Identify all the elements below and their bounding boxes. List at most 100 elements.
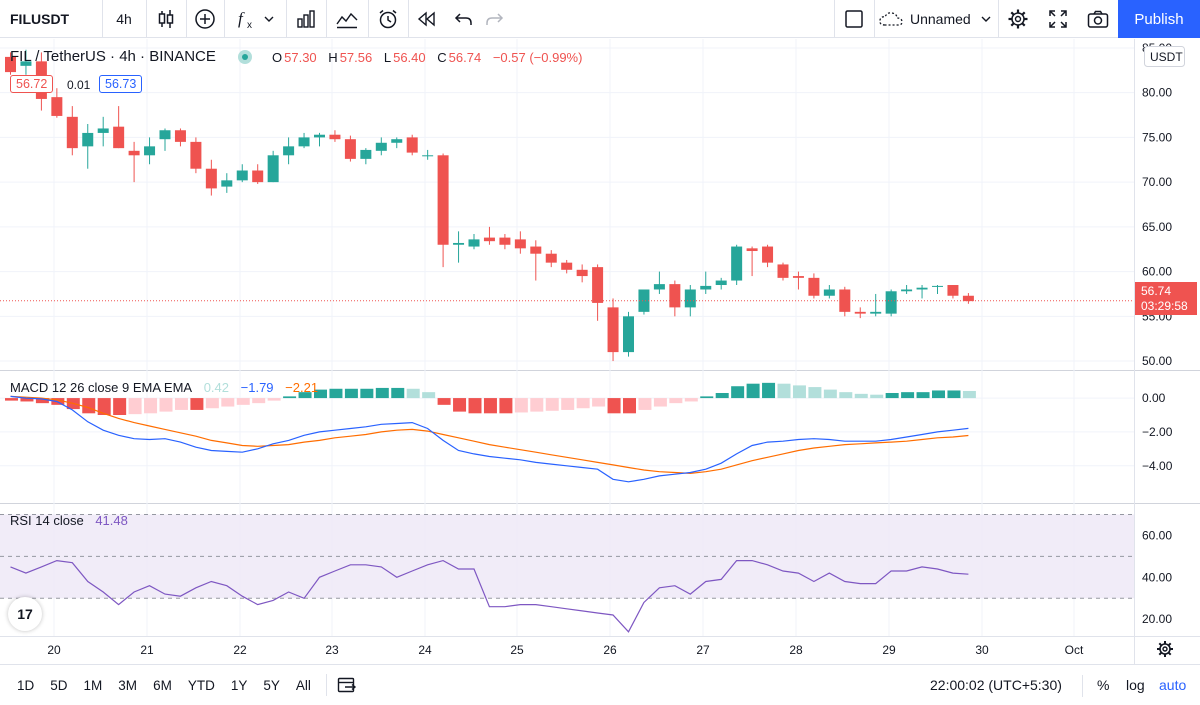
auto-scale-button[interactable]: auto: [1159, 677, 1187, 693]
macd-hist-bar: [592, 398, 606, 407]
candle-body: [437, 155, 449, 245]
macd-lines: [10, 395, 969, 483]
macd-hist-bar: [885, 393, 899, 399]
toolbar-divider: [408, 0, 409, 38]
rsi-legend[interactable]: RSI 14 close 41.48: [10, 513, 130, 528]
candle-body: [700, 285, 712, 290]
range-all-button[interactable]: All: [295, 677, 311, 693]
candle-body: [5, 56, 16, 73]
candle-body: [530, 246, 542, 254]
range-6m-button[interactable]: 6M: [153, 677, 172, 693]
spread-value: 0.01: [67, 78, 91, 92]
macd-hist-bar: [97, 398, 111, 415]
macd-hist-bar: [298, 392, 312, 399]
macd-hist-bar: [437, 398, 451, 405]
chevron-down-icon: [264, 16, 274, 22]
camera-icon[interactable]: [1080, 0, 1116, 38]
price-axis-label: 60.00: [1142, 265, 1172, 279]
undo-icon[interactable]: [448, 0, 480, 38]
interval-button[interactable]: 4h: [116, 11, 132, 27]
range-1y-button[interactable]: 1Y: [230, 677, 248, 693]
candle-body: [391, 139, 403, 143]
macd-hist-bar: [545, 398, 559, 411]
replay-icon[interactable]: [410, 0, 444, 38]
chart-settings-icon[interactable]: [1157, 641, 1173, 657]
macd-hist-bar: [314, 389, 327, 399]
time-axis-label: 27: [696, 643, 710, 657]
macd-hist-bar: [468, 398, 482, 414]
currency-button[interactable]: [1144, 46, 1185, 67]
symbol-title[interactable]: FIL / TetherUS · 4h · BINANCE: [10, 48, 216, 65]
open-label: O: [272, 50, 283, 65]
candle-body: [854, 311, 866, 314]
candle-body: [20, 61, 32, 66]
macd-hist-bar: [823, 389, 837, 399]
candle-body: [298, 137, 310, 147]
macd-legend[interactable]: MACD 12 26 close 9 EMA EMA 0.42 −1.79 −2…: [10, 380, 320, 395]
toolbar-divider: [874, 0, 875, 38]
timezone-button[interactable]: 22:00:02 (UTC+5:30): [930, 677, 1062, 693]
candle-body: [329, 134, 341, 140]
candle-body: [236, 170, 248, 181]
candle-body: [777, 264, 789, 278]
macd-hist-bar: [514, 398, 528, 413]
macd-hist-value: 0.42: [203, 380, 230, 395]
candle-body: [221, 180, 233, 187]
market-status-icon[interactable]: [238, 50, 252, 64]
macd-hist-bar: [236, 398, 250, 405]
rsi-axis-label: 20.00: [1142, 612, 1172, 626]
layout-select-icon[interactable]: [836, 0, 872, 38]
rsi-title: RSI 14 close: [10, 513, 84, 528]
currency-label: USDT: [1150, 50, 1183, 64]
publish-button[interactable]: Publish: [1118, 0, 1200, 38]
alert-icon[interactable]: [370, 0, 406, 38]
macd-hist-bar: [82, 398, 96, 414]
range-5d-button[interactable]: 5D: [50, 677, 68, 693]
settings-gear-icon[interactable]: [1000, 0, 1036, 38]
macd-hist-bar: [360, 388, 374, 399]
sell-price-button[interactable]: 56.72: [10, 75, 54, 93]
tradingview-logo[interactable]: 17: [8, 597, 42, 631]
macd-hist-bar: [854, 393, 868, 399]
candle-body: [252, 170, 264, 183]
candle-body: [870, 311, 882, 314]
toolbar-divider: [102, 0, 103, 38]
macd-histogram: [5, 382, 976, 415]
toolbar-divider: [834, 0, 835, 38]
percent-scale-button[interactable]: %: [1097, 677, 1110, 693]
date-range-icon[interactable]: [337, 676, 357, 694]
range-5y-button[interactable]: 5Y: [263, 677, 280, 693]
candle-body: [808, 277, 820, 296]
macd-hist-bar: [731, 386, 745, 399]
candlesticks: [5, 49, 974, 362]
layout-name-button[interactable]: Unnamed: [878, 0, 996, 38]
macd-hist-bar: [623, 398, 636, 414]
financials-icon[interactable]: [288, 0, 324, 38]
range-ytd-button[interactable]: YTD: [187, 677, 215, 693]
time-axis-label: Oct: [1065, 643, 1084, 657]
candle-body: [190, 141, 202, 169]
toolbar-divider: [224, 0, 225, 38]
range-1m-button[interactable]: 1M: [83, 677, 103, 693]
candles-style-icon[interactable]: [148, 0, 184, 38]
range-3m-button[interactable]: 3M: [118, 677, 138, 693]
symbol-search-button[interactable]: FILUSDT: [10, 11, 70, 27]
fullscreen-icon[interactable]: [1040, 0, 1076, 38]
redo-icon[interactable]: [478, 0, 510, 38]
buy-price-button[interactable]: 56.73: [99, 75, 143, 93]
candle-body: [684, 289, 696, 308]
bar-countdown: 03:29:58: [1141, 299, 1188, 313]
macd-hist-bar: [344, 388, 358, 399]
templates-icon[interactable]: [328, 0, 366, 38]
candle-body: [82, 132, 94, 147]
range-1d-button[interactable]: 1D: [17, 677, 35, 693]
log-scale-button[interactable]: log: [1126, 677, 1145, 693]
compare-add-icon[interactable]: [188, 0, 222, 38]
macd-hist-bar: [947, 390, 961, 399]
svg-text:x: x: [247, 20, 252, 30]
close-label: C: [437, 50, 447, 65]
candle-body: [514, 239, 526, 249]
high-value: 57.56: [339, 50, 373, 65]
